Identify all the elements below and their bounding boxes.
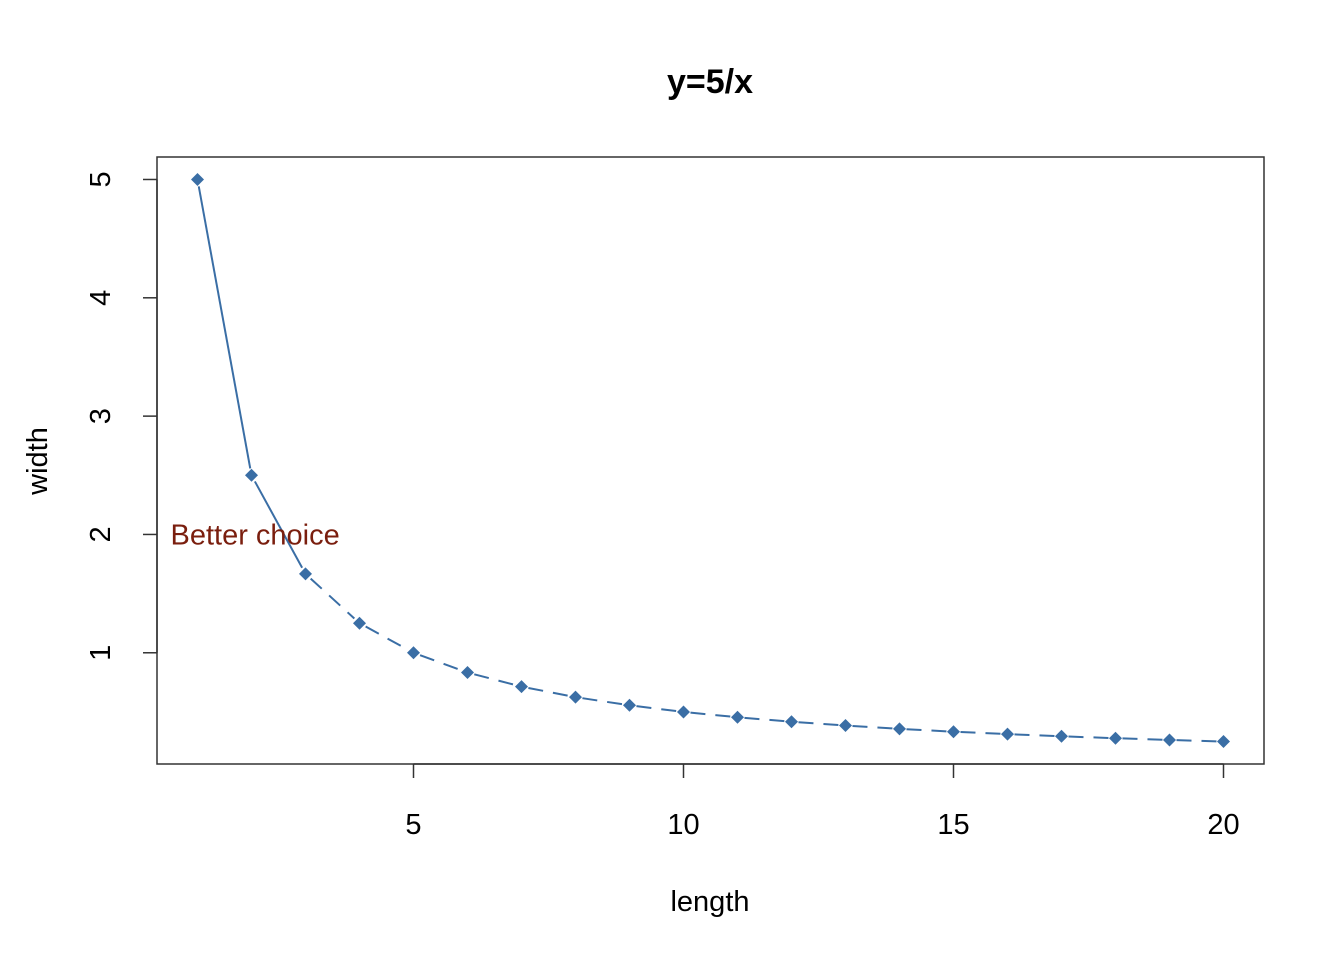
- data-point: [1001, 727, 1014, 741]
- annotation-better-choice: Better choice: [171, 519, 340, 551]
- series-line-segment: [365, 625, 408, 651]
- data-point: [407, 646, 420, 660]
- series-line-segment: [1176, 739, 1217, 743]
- x-tick-label: 15: [937, 809, 969, 841]
- data-point: [1055, 729, 1068, 743]
- series-line-segment: [960, 731, 1001, 735]
- y-axis: 1 2 3 4 5: [85, 171, 158, 661]
- series-line-segment: [1014, 733, 1055, 738]
- series-points: [191, 172, 1230, 749]
- series-line-segment: [474, 673, 515, 686]
- plot-frame: [156, 156, 1265, 765]
- series-line-segment: [419, 654, 462, 672]
- data-point: [569, 690, 582, 704]
- series-line-segment: [690, 711, 731, 718]
- data-point: [299, 567, 312, 581]
- series-line-segment: [798, 721, 839, 727]
- x-tick-label: 20: [1207, 809, 1239, 841]
- series-line-segment: [852, 724, 893, 730]
- annotations: Better choice: [171, 519, 340, 551]
- x-axis-label: length: [670, 886, 749, 918]
- data-point: [353, 616, 366, 630]
- data-point: [191, 172, 204, 186]
- data-point: [515, 680, 528, 694]
- data-point: [245, 468, 258, 482]
- y-tick-label: 4: [85, 290, 117, 306]
- data-point: [785, 715, 798, 729]
- x-tick-label: 5: [405, 809, 421, 841]
- series-line-segment: [1068, 735, 1109, 739]
- data-point: [839, 719, 852, 733]
- chart-title: y=5/x: [667, 63, 753, 101]
- series-line-segment: [528, 686, 569, 697]
- data-point: [677, 705, 690, 719]
- series-lines: [197, 186, 1217, 743]
- series-line-segment: [197, 186, 252, 469]
- y-tick-label: 1: [85, 645, 117, 661]
- data-point: [1109, 731, 1122, 745]
- data-point: [947, 725, 960, 739]
- series-line-segment: [253, 480, 304, 569]
- y-tick-label: 5: [85, 171, 117, 187]
- x-tick-label: 10: [667, 809, 699, 841]
- x-axis: 5 10 15 20: [405, 763, 1240, 841]
- data-point: [461, 666, 474, 680]
- series-line-segment: [309, 577, 356, 620]
- data-point: [623, 698, 636, 712]
- series-line-segment: [582, 697, 623, 706]
- data-point: [731, 710, 744, 724]
- series-line-segment: [906, 728, 947, 733]
- data-point: [893, 722, 906, 736]
- series-line-segment: [636, 705, 677, 713]
- data-point: [1163, 733, 1176, 747]
- series-line-segment: [744, 716, 785, 723]
- data-point: [1217, 735, 1230, 749]
- y-axis-label: width: [22, 427, 54, 496]
- y-tick-label: 3: [85, 408, 117, 424]
- y-tick-label: 2: [85, 526, 117, 542]
- series-line-segment: [1122, 737, 1163, 741]
